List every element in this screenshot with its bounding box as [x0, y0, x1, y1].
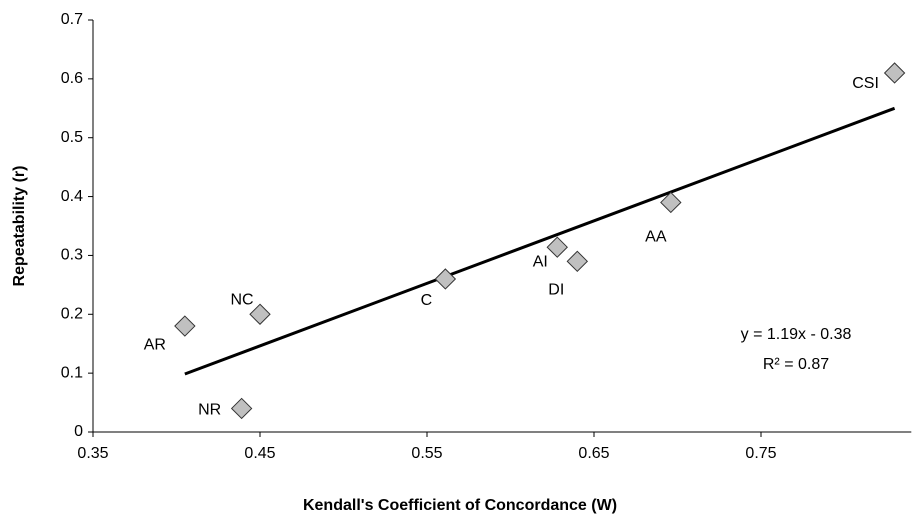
x-tick-label: 0.65	[578, 445, 609, 462]
point	[883, 62, 906, 84]
point-label: C	[421, 292, 433, 309]
r-squared: R² = 0.87	[763, 356, 829, 373]
point	[660, 191, 682, 214]
y-axis-title: Repeatability (r)	[11, 166, 28, 287]
point	[249, 303, 271, 325]
point	[174, 315, 196, 337]
point-label: AI	[533, 253, 548, 270]
point	[230, 397, 253, 420]
equation: y = 1.19x - 0.38	[741, 326, 852, 343]
y-tick-label: 0.3	[61, 247, 83, 264]
x-tick-label: 0.45	[244, 445, 275, 462]
y-tick-label: 0	[74, 423, 83, 440]
y-tick-label: 0.6	[61, 70, 83, 87]
point	[566, 250, 589, 273]
y-tick-label: 0.1	[61, 364, 83, 381]
x-tick-label: 0.55	[411, 445, 442, 462]
x-tick-label: 0.75	[745, 445, 776, 462]
point-label: AR	[144, 336, 166, 353]
y-tick-label: 0.4	[61, 188, 83, 205]
point-label: NR	[198, 402, 221, 419]
point	[434, 268, 457, 290]
point	[546, 236, 568, 258]
x-tick-label: 0.35	[77, 445, 108, 462]
point-label: CSI	[852, 75, 879, 92]
point-label: NC	[230, 292, 253, 309]
x-axis-title: Kendall's Coefficient of Concordance (W)	[303, 497, 617, 514]
point-label: AA	[645, 229, 667, 246]
point-label: DI	[548, 282, 564, 299]
trendline	[184, 106, 896, 376]
y-tick-label: 0.7	[61, 11, 83, 28]
y-tick-label: 0.2	[61, 306, 83, 323]
y-tick-label: 0.5	[61, 129, 83, 146]
